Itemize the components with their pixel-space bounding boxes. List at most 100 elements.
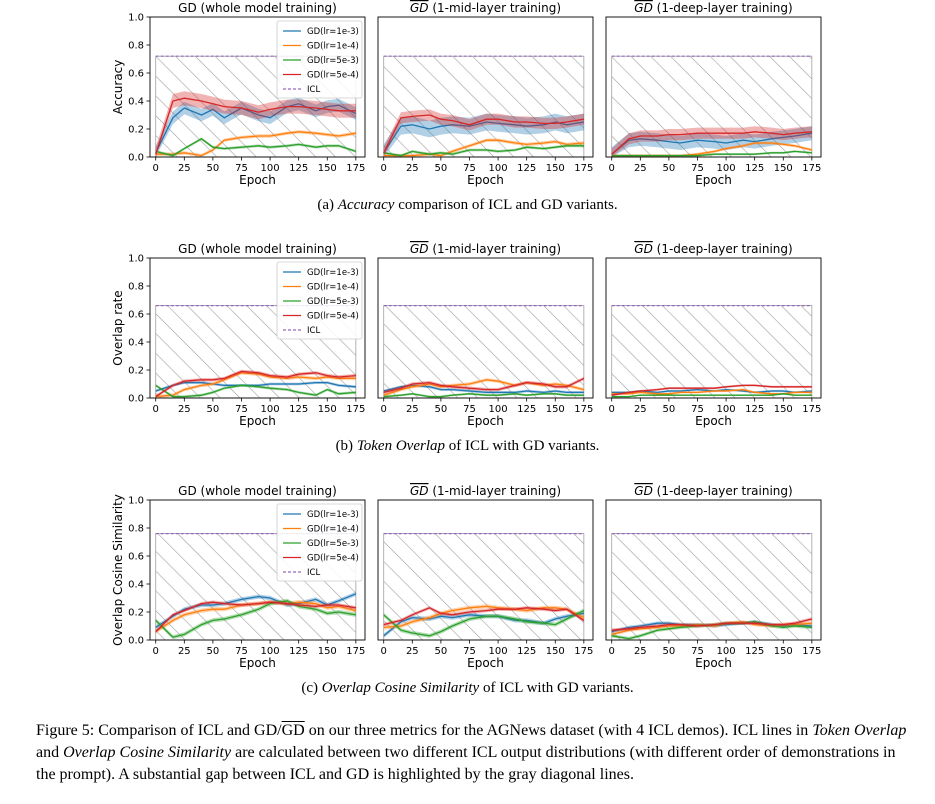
x-axis-label: Epoch: [695, 173, 732, 187]
series-line-2: [155, 384, 356, 398]
gap-hatch-region: [383, 533, 585, 641]
x-tick-label: 175: [802, 646, 821, 657]
x-tick-label: 175: [574, 163, 593, 174]
x-tick-label: 75: [463, 646, 476, 657]
legend-entry: GD(lr=1e-3): [307, 510, 359, 520]
x-tick-label: 175: [574, 404, 593, 415]
x-tick-label: 125: [517, 404, 536, 415]
x-tick-label: 150: [318, 404, 337, 415]
series-band-1: [383, 604, 584, 630]
x-axis-label: Epoch: [467, 656, 504, 670]
series-band-3: [611, 126, 812, 157]
series-band-3: [383, 376, 584, 395]
legend-box: [276, 503, 363, 582]
x-tick-label: 125: [289, 163, 308, 174]
x-tick-label: 25: [406, 163, 419, 174]
x-tick-label: 25: [178, 646, 191, 657]
x-tick-label: 100: [717, 646, 736, 657]
y-tick-label: 0.8: [128, 282, 144, 293]
gap-hatch-region: [611, 305, 813, 399]
title-text: GD (whole model training): [178, 484, 337, 498]
x-tick-label: 100: [261, 404, 280, 415]
title-text: (1-mid-layer training): [429, 1, 562, 15]
x-tick-label: 125: [289, 646, 308, 657]
x-tick-label: 175: [346, 404, 365, 415]
panel-title: GD (1-deep-layer training): [634, 484, 792, 498]
panel-1-0: 0 25 50 75 100 125 150 175 0.0 0.2 0.4 0.6 0.8 1.0 Epo…: [111, 242, 366, 428]
x-axis-label: Epoch: [239, 414, 276, 428]
x-tick-label: 100: [489, 646, 508, 657]
x-tick-label: 150: [774, 404, 793, 415]
series-band-0: [383, 113, 584, 157]
series-group: [383, 604, 585, 638]
title-gd-hat: GD: [410, 484, 429, 498]
gap-hatch-region: [611, 533, 813, 641]
y-tick-label: 0.8: [128, 524, 144, 535]
axes-frame: [605, 257, 822, 399]
series-line-2: [155, 600, 357, 638]
legend-entry: GD(lr=5e-4): [307, 554, 359, 564]
title-text: (1-deep-layer training): [653, 484, 793, 498]
x-tick-label: 150: [546, 404, 565, 415]
axes-frame: [377, 257, 594, 399]
series-line-0: [155, 381, 356, 392]
series-line-3: [155, 601, 357, 633]
y-tick-label: 0.8: [128, 41, 144, 52]
x-tick-label: 100: [717, 404, 736, 415]
y-tick-label: 0.2: [128, 366, 144, 377]
title-text: (1-mid-layer training): [429, 484, 562, 498]
series-group: [155, 91, 357, 157]
series-group: [383, 376, 585, 398]
x-tick-label: 50: [663, 163, 676, 174]
x-tick-label: 175: [346, 646, 365, 657]
series-band-1: [155, 600, 356, 634]
x-tick-label: 50: [435, 404, 448, 415]
gap-hatch-region: [383, 305, 585, 399]
axes-frame: [377, 499, 594, 641]
x-tick-label: 150: [318, 646, 337, 657]
title-text: (1-mid-layer training): [429, 242, 562, 256]
x-tick-label: 50: [207, 163, 220, 174]
legend-entry: GD(lr=1e-4): [307, 283, 359, 293]
x-tick-label: 0: [153, 646, 159, 657]
series-band-1: [383, 138, 584, 157]
panel-1-1: 0 25 50 75 100 125 150 175 Epoch GD (1-mid-layer …: [377, 242, 594, 428]
x-tick-label: 50: [663, 646, 676, 657]
series-line-1: [155, 372, 356, 398]
legend-entry: GD(lr=1e-4): [307, 42, 359, 52]
series-band-3: [155, 600, 356, 634]
legend-entry: GD(lr=1e-3): [307, 27, 359, 37]
title-text: (1-deep-layer training): [653, 1, 793, 15]
panel-title: GD (1-deep-layer training): [634, 242, 792, 256]
x-tick-label: 175: [802, 404, 821, 415]
x-tick-label: 0: [609, 646, 615, 657]
title-text: GD (whole model training): [178, 1, 337, 15]
y-tick-label: 0.2: [128, 125, 144, 136]
subcaption-a: (a) Accuracy comparison of ICL and GD va…: [317, 197, 618, 213]
x-tick-label: 75: [463, 404, 476, 415]
title-gd-hat: GD: [634, 242, 653, 256]
x-tick-label: 50: [435, 163, 448, 174]
panel-title: GD (whole model training): [178, 1, 337, 15]
panel-2-0: 0 25 50 75 100 125 150 175 0.0 0.2 0.4 0.6 0.8 1.0 Epo…: [111, 484, 366, 670]
x-axis-label: Epoch: [239, 173, 276, 187]
y-tick-label: 1.0: [128, 13, 144, 24]
panel-title: GD (whole model training): [178, 484, 337, 498]
axes-frame: [149, 499, 366, 641]
y-tick-label: 0.4: [128, 580, 144, 591]
legend-entry: ICL: [307, 85, 320, 95]
legend-entry: GD(lr=5e-3): [307, 297, 359, 307]
series-group: [611, 617, 813, 640]
series-line-3: [383, 607, 585, 626]
figure-caption: Figure 5: Comparison of ICL and GD/GD on…: [36, 722, 907, 783]
panel-2-2: 0 25 50 75 100 125 150 175 Epoch GD (1-deep-layer…: [605, 484, 822, 670]
panel-1-2: 0 25 50 75 100 125 150 175 Epoch GD (1-deep-layer…: [605, 242, 822, 428]
legend-entry: GD(lr=5e-3): [307, 539, 359, 549]
x-axis-label: Epoch: [467, 414, 504, 428]
x-tick-label: 125: [289, 404, 308, 415]
series-line-3: [611, 131, 812, 155]
series-line-2: [383, 610, 585, 637]
x-tick-label: 0: [609, 163, 615, 174]
x-tick-label: 150: [546, 646, 565, 657]
legend-entry: GD(lr=1e-3): [307, 268, 359, 278]
